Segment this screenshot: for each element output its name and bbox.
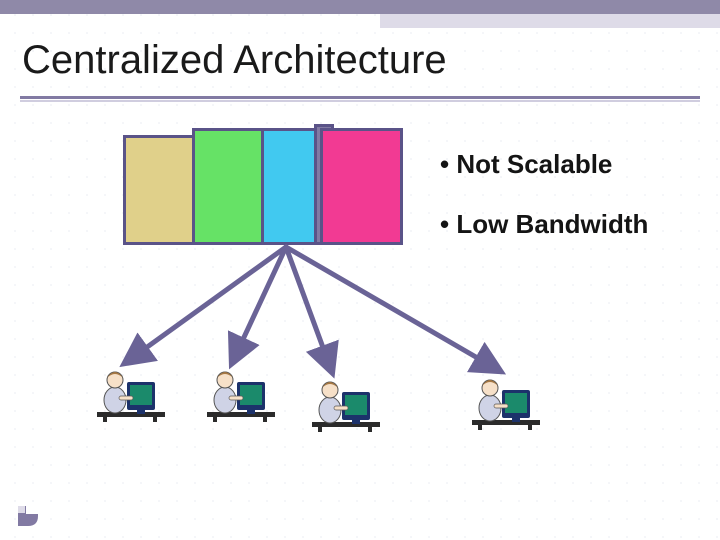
- slide-title: Centralized Architecture: [22, 38, 447, 83]
- server-box-4: [320, 128, 403, 245]
- title-underline: [20, 96, 700, 99]
- title-underline-shadow: [20, 100, 700, 102]
- user-icon-1: [205, 362, 277, 422]
- top-bar-light: [380, 14, 720, 28]
- bullet-not-scalable: • Not Scalable: [440, 150, 612, 180]
- user-icon-2: [310, 372, 382, 432]
- bullet-text: Low Bandwidth: [456, 209, 648, 239]
- bullet-low-bandwidth: • Low Bandwidth: [440, 210, 680, 240]
- top-bar-dark: [0, 0, 720, 14]
- user-icon-0: [95, 362, 167, 422]
- user-icon-3: [470, 370, 542, 430]
- bullet-text: Not Scalable: [456, 149, 612, 179]
- corner-accent-icon: [18, 506, 38, 526]
